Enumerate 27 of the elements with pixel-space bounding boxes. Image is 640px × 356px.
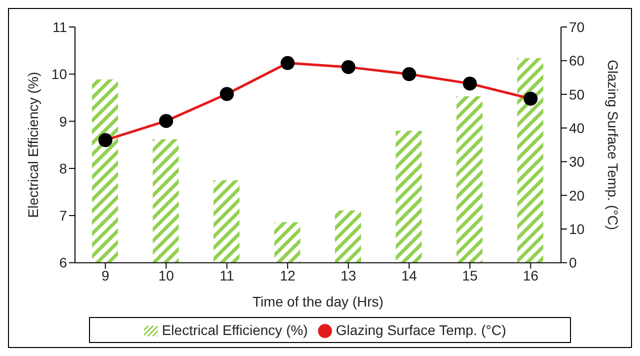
- y2-tick-label: 40: [569, 120, 585, 136]
- y2-tick-label: 70: [569, 18, 585, 35]
- x-tick-label: 12: [280, 268, 296, 284]
- x-axis-title: Time of the day (Hrs): [252, 294, 384, 310]
- legend-label: Electrical Efficiency (%): [162, 322, 308, 338]
- x-tick-label: 10: [158, 268, 174, 284]
- y-tick-label: 6: [59, 254, 68, 271]
- x-tick-label: 14: [401, 268, 418, 284]
- y-axis-title: Electrical Efficiency (%): [25, 72, 41, 218]
- y-tick-label: 10: [51, 66, 68, 82]
- x-tick-label: 15: [462, 268, 478, 284]
- y2-axis-title: Glazing Surface Temp. (°C): [605, 60, 621, 230]
- y2-tick-label: 0: [569, 254, 577, 271]
- y2-tick-label: 10: [569, 221, 585, 237]
- y2-tick-label: 30: [569, 154, 585, 170]
- y-tick-label: 8: [59, 160, 68, 176]
- y-tick-label: 11: [52, 18, 68, 35]
- x-tick-label: 9: [101, 268, 110, 284]
- x-tick-label: 13: [340, 268, 356, 284]
- x-tick-label: 16: [522, 268, 539, 284]
- y2-tick-label: 20: [569, 187, 585, 204]
- x-tick-label: 11: [220, 268, 234, 284]
- y2-tick-label: 50: [569, 86, 585, 102]
- legend-label: Glazing Surface Temp. (°C): [336, 322, 506, 338]
- y2-tick-label: 60: [569, 52, 585, 69]
- y-tick-label: 7: [59, 208, 68, 224]
- y-tick-label: 9: [59, 113, 68, 130]
